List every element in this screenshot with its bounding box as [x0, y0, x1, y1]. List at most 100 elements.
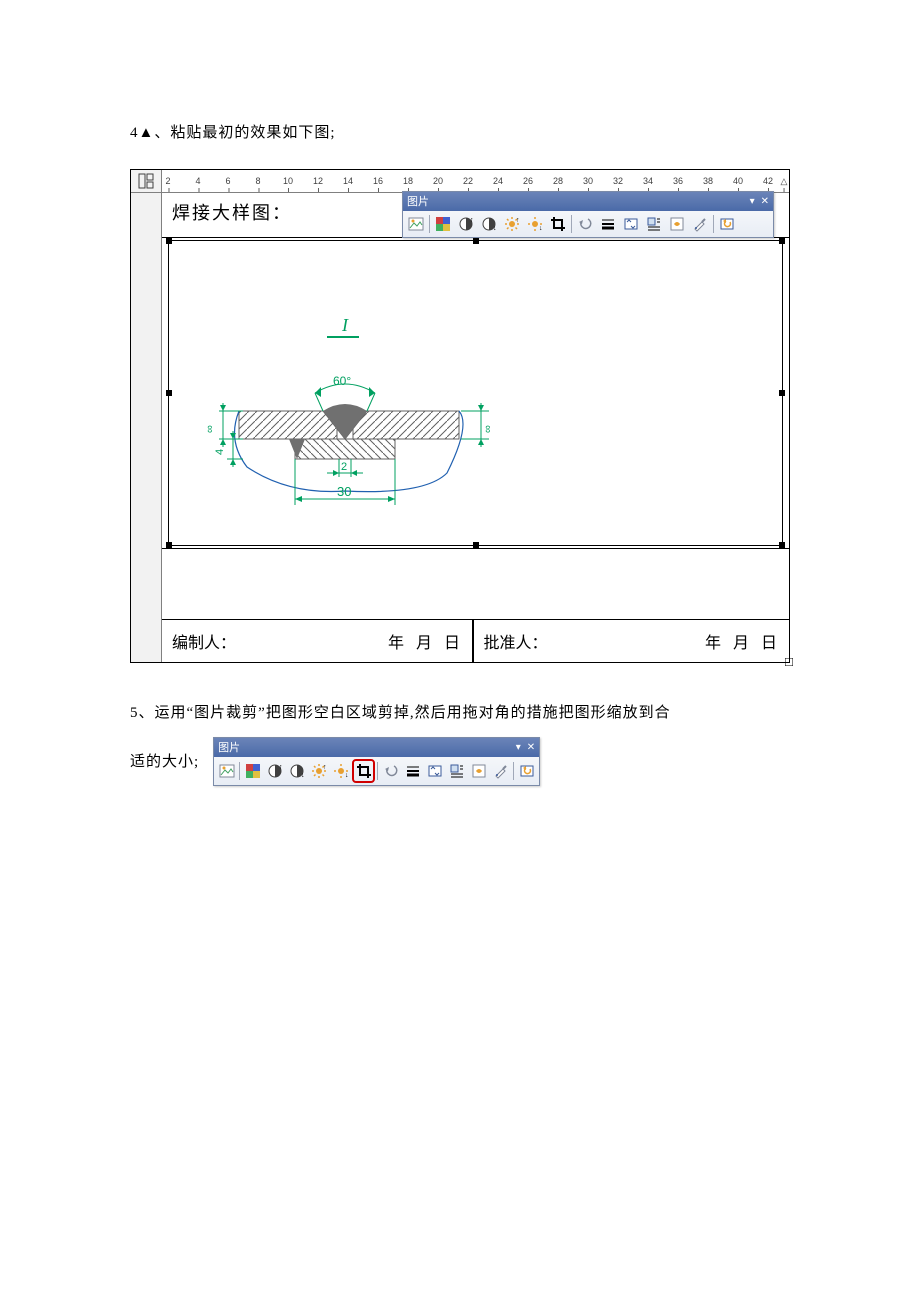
less-contrast-icon[interactable]: ↓	[478, 213, 500, 235]
ruler-end-glyph: △	[781, 170, 788, 192]
drawing-title-label: 焊接大样图：	[172, 203, 292, 223]
vertical-ruler-strip[interactable]	[131, 193, 162, 662]
weld-diagram: I60°3024∞∞	[199, 301, 499, 521]
crop-icon[interactable]	[547, 213, 569, 235]
transparent-color-icon[interactable]	[689, 213, 711, 235]
ruler-tick: 24	[493, 170, 503, 192]
toolbar-separator	[571, 215, 572, 233]
ruler-tick: 38	[703, 170, 713, 192]
compress-icon[interactable]	[424, 760, 445, 782]
picture-toolbar-title: 图片	[407, 193, 429, 209]
transparent-color-icon[interactable]	[490, 760, 511, 782]
less-brightness-icon[interactable]: ↓	[524, 213, 546, 235]
toolbar-separator	[377, 762, 378, 780]
crop-icon[interactable]	[352, 759, 375, 783]
svg-text:↑: ↑	[279, 764, 283, 771]
insert-picture-icon[interactable]	[216, 760, 237, 782]
toolbar-dropdown-icon-2[interactable]: ▾	[516, 742, 521, 753]
footer-approver-label: 批准人：	[484, 629, 548, 653]
toolbar-separator	[713, 215, 714, 233]
ruler-tick: 16	[373, 170, 383, 192]
resize-handle-mr[interactable]	[779, 390, 785, 396]
resize-handle-bl[interactable]	[166, 542, 172, 548]
reset-picture-icon[interactable]	[716, 213, 738, 235]
svg-text:I: I	[341, 315, 349, 335]
horizontal-ruler[interactable]: 24681012141618202224262830323436384042△	[162, 170, 789, 192]
ruler-tick: 4	[195, 170, 200, 192]
footer-row: 编制人： 年 月 日 批准人： 年 月 日	[162, 620, 789, 662]
footer-approver-cell: 批准人： 年 月 日	[474, 629, 790, 653]
more-contrast-icon[interactable]: ↑	[455, 213, 477, 235]
svg-text:2: 2	[341, 461, 347, 473]
more-contrast-icon[interactable]: ↑	[264, 760, 285, 782]
more-brightness-icon[interactable]: ↑	[308, 760, 329, 782]
doc-body: 焊接大样图：	[131, 193, 789, 662]
rotate-left-icon[interactable]	[574, 213, 596, 235]
resize-handle-tl[interactable]	[166, 238, 172, 244]
line-style-icon[interactable]	[402, 760, 423, 782]
step5-text-1: 5、运用“图片裁剪”把图形空白区域剪掉,然后用拖对角的措施把图形缩放到合	[130, 705, 671, 721]
resize-handle-bm[interactable]	[473, 542, 479, 548]
ruler-tick: 22	[463, 170, 473, 192]
toolbar-close-icon-2[interactable]: ✕	[527, 742, 535, 753]
rotate-left-icon[interactable]	[380, 760, 401, 782]
ruler-tick: 2	[165, 170, 170, 192]
svg-text:↓: ↓	[301, 772, 305, 779]
ruler-tick: 36	[673, 170, 683, 192]
svg-text:30: 30	[337, 484, 351, 499]
step5-line1: 5、运用“图片裁剪”把图形空白区域剪掉,然后用拖对角的措施把图形缩放到合	[130, 695, 790, 731]
toolbar-dropdown-icon[interactable]: ▾	[750, 196, 755, 207]
svg-text:↓: ↓	[539, 225, 543, 232]
color-icon[interactable]	[242, 760, 263, 782]
text-wrap-icon[interactable]	[446, 760, 467, 782]
toolbar-separator	[239, 762, 240, 780]
toolbar-separator	[429, 215, 430, 233]
compress-icon[interactable]	[620, 213, 642, 235]
ruler-tick: 42	[763, 170, 773, 192]
resize-handle-br[interactable]	[779, 542, 785, 548]
resize-handle-ml[interactable]	[166, 390, 172, 396]
picture-toolbar[interactable]: 图片 ▾ ✕ ↑ ↓ ↑ ↓	[402, 191, 774, 238]
ruler-tick: 10	[283, 170, 293, 192]
ruler-row: 24681012141618202224262830323436384042△	[131, 170, 789, 193]
reset-picture-icon[interactable]	[516, 760, 537, 782]
footer-author-cell: 编制人： 年 月 日	[162, 629, 472, 653]
footer-approver-date: 年 月 日	[705, 629, 781, 653]
ruler-tick: 28	[553, 170, 563, 192]
less-brightness-icon[interactable]: ↓	[330, 760, 351, 782]
table-resize-handle[interactable]	[785, 658, 793, 666]
footer-author-label: 编制人：	[172, 629, 236, 653]
picture-toolbar-title-2: 图片	[218, 739, 240, 755]
svg-text:∞: ∞	[204, 425, 216, 433]
picture-toolbar-titlebar[interactable]: 图片 ▾ ✕	[403, 192, 773, 211]
toolbar-separator	[513, 762, 514, 780]
color-icon[interactable]	[432, 213, 454, 235]
format-object-icon[interactable]	[666, 213, 688, 235]
picture-toolbar-titlebar-2[interactable]: 图片 ▾ ✕	[214, 738, 539, 757]
line-style-icon[interactable]	[597, 213, 619, 235]
ruler-tick: 8	[255, 170, 260, 192]
resize-handle-tm[interactable]	[473, 238, 479, 244]
image-selection-box[interactable]: I60°3024∞∞	[168, 240, 783, 546]
format-object-icon[interactable]	[468, 760, 489, 782]
toolbar-close-icon[interactable]: ✕	[761, 196, 769, 207]
picture-toolbar-cropped[interactable]: 图片 ▾ ✕ ↑↓↑↓	[213, 737, 540, 786]
ruler-tick: 26	[523, 170, 533, 192]
more-brightness-icon[interactable]: ↑	[501, 213, 523, 235]
ruler-tick: 14	[343, 170, 353, 192]
svg-text:60°: 60°	[333, 374, 351, 388]
step5-text-2: 适的大小;	[130, 744, 199, 780]
ruler-tick: 20	[433, 170, 443, 192]
step4-paragraph: 4▲、粘贴最初的效果如下图;	[130, 115, 790, 151]
insert-picture-icon[interactable]	[405, 213, 427, 235]
resize-handle-tr[interactable]	[779, 238, 785, 244]
picture-toolbar-buttons-2: ↑↓↑↓	[214, 757, 539, 785]
svg-text:↓: ↓	[493, 225, 497, 232]
step5-block: 5、运用“图片裁剪”把图形空白区域剪掉,然后用拖对角的措施把图形缩放到合 适的大…	[130, 695, 790, 786]
ruler-tick: 32	[613, 170, 623, 192]
text-wrap-icon[interactable]	[643, 213, 665, 235]
ruler-tick: 40	[733, 170, 743, 192]
svg-text:∞: ∞	[482, 425, 494, 433]
blank-row	[162, 549, 789, 620]
less-contrast-icon[interactable]: ↓	[286, 760, 307, 782]
